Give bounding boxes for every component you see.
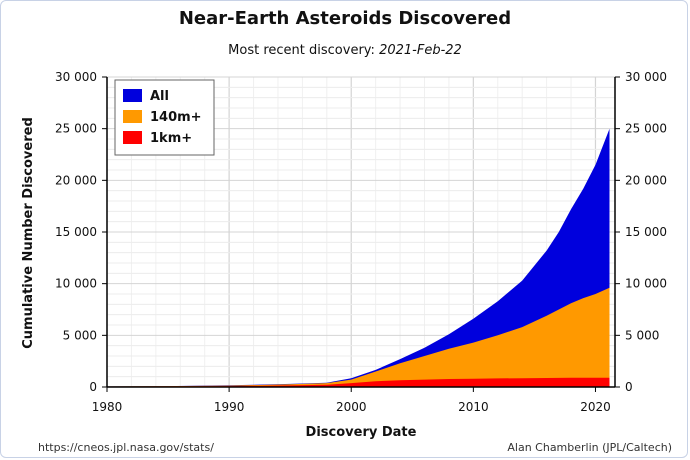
x-tick-label: 2000 [336,400,367,414]
y-tick-label: 25 000 [55,122,97,136]
y-tick-label-right: 25 000 [625,122,667,136]
y-tick-label: 10 000 [55,277,97,291]
data-areas [107,128,610,387]
y-tick-label: 15 000 [55,225,97,239]
subtitle-prefix: Most recent discovery: [228,43,375,58]
chart-title: Near-Earth Asteroids Discovered [178,8,512,29]
legend-label: All [150,89,169,104]
y-tick-label-right: 5 000 [625,328,659,342]
legend-swatch [123,89,142,102]
y-tick-label: 0 [89,380,97,394]
y-tick-label-right: 10 000 [625,277,667,291]
source-link[interactable]: https://cneos.jpl.nasa.gov/stats/ [38,441,214,454]
x-tick-label: 1990 [214,400,245,414]
legend: All 140m+ 1km+ [114,79,215,156]
tick-labels: 0 0 5 000 5 000 10 000 10 000 15 000 15 000 20 0… [55,70,667,414]
legend-label: 140m+ [150,110,202,125]
x-tick-label: 2020 [580,400,611,414]
y-tick-label-right: 0 [625,380,633,394]
y-tick-label: 5 000 [63,328,97,342]
area-140m [107,287,610,387]
subtitle-date: 2021-Feb-22 [379,43,462,58]
area-1km [107,377,610,387]
chart-subtitle: Most recent discovery: 2021-Feb-22 [0,43,690,58]
credit-text: Alan Chamberlin (JPL/Caltech) [507,441,672,454]
y-tick-label-right: 20 000 [625,173,667,187]
y-tick-label-right: 15 000 [625,225,667,239]
y-tick-label: 30 000 [55,70,97,84]
y-tick-label-right: 30 000 [625,70,667,84]
legend-label: 1km+ [150,131,192,146]
x-axis-label: Discovery Date [306,425,417,440]
y-tick-label: 20 000 [55,173,97,187]
axes [102,76,620,392]
y-axis-label: Cumulative Number Discovered [21,117,36,349]
x-tick-label: 1980 [92,400,123,414]
legend-swatch [123,131,142,144]
x-tick-label: 2010 [458,400,489,414]
area-all [107,128,610,387]
legend-swatch [123,110,142,123]
